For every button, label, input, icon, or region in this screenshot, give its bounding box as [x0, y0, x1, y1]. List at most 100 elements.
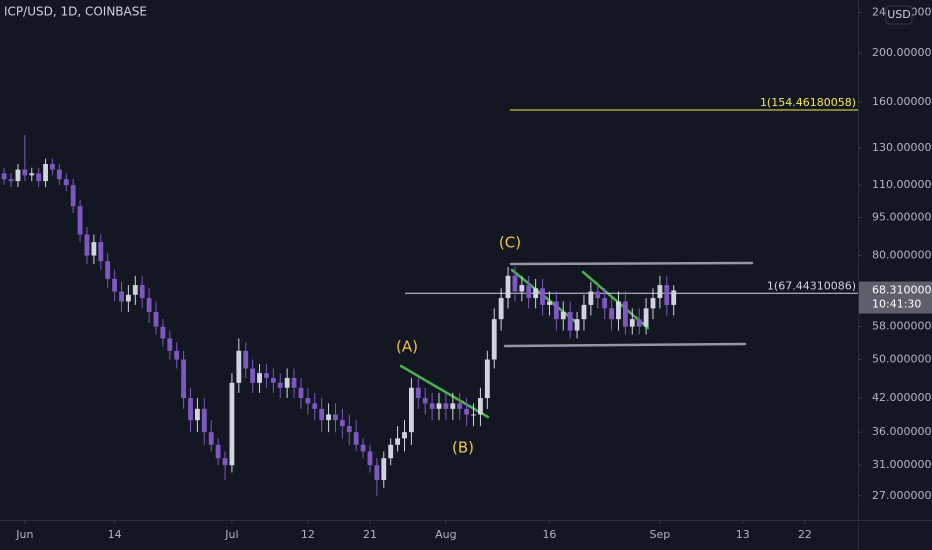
candle-body	[553, 301, 559, 320]
candle-body	[443, 403, 449, 409]
candle-body	[174, 350, 180, 360]
candle-body	[36, 173, 42, 182]
candle-body	[29, 173, 35, 176]
candle-body	[160, 326, 166, 339]
candle-body	[381, 458, 387, 480]
candle-body	[132, 285, 138, 295]
y-tick-label: 80.00000000	[872, 249, 932, 262]
candle-body	[498, 298, 504, 320]
candle-body	[464, 408, 470, 415]
y-tick-label: 58.00000000	[872, 320, 932, 333]
y-tick-label: 42.00000000	[872, 391, 932, 404]
candle-body	[333, 414, 338, 421]
candle-body	[91, 242, 97, 256]
candle-body	[8, 179, 14, 182]
candle-body	[119, 291, 124, 302]
candle-body	[519, 285, 525, 292]
candle-body	[1, 173, 7, 180]
x-tick-label: Aug	[435, 528, 456, 541]
candle-body	[84, 234, 90, 256]
countdown-label: 10:41:30	[872, 297, 921, 310]
candle-body	[77, 206, 83, 235]
candle-body	[657, 285, 663, 299]
x-tick-label: 13	[736, 528, 750, 541]
price-level-label: 1(67.44310086)	[767, 279, 856, 292]
trend-line	[581, 270, 650, 330]
currency-badge[interactable]	[885, 5, 913, 25]
wave-label: (B)	[452, 439, 474, 457]
candle-body	[43, 164, 48, 182]
candle-body	[250, 368, 256, 383]
candle-body	[112, 278, 117, 292]
candle-body	[353, 432, 359, 445]
y-tick-label: 200.00000000	[872, 46, 932, 59]
x-tick-label: 16	[542, 528, 556, 541]
candle-body	[560, 311, 566, 320]
candle-body	[105, 261, 111, 279]
candle-body	[436, 403, 442, 409]
candle-body	[595, 291, 601, 299]
candle-body	[167, 338, 173, 351]
y-tick-label: 27.00000000	[872, 489, 932, 502]
candle-body	[471, 414, 476, 416]
candle-body	[650, 298, 656, 309]
candle-body	[422, 398, 428, 404]
symbol-title: ICP/USD, 1D, COINBASE	[4, 5, 147, 19]
candle-body	[526, 285, 532, 299]
candle-body	[319, 408, 325, 421]
candle-body	[326, 414, 331, 421]
candle-body	[125, 294, 131, 302]
candle-body	[360, 444, 366, 452]
candle-body	[229, 382, 235, 466]
x-tick-label: Jun	[15, 528, 33, 541]
drawings	[399, 261, 754, 419]
candle-body	[215, 444, 221, 459]
price-level-label: 1(154.46180058)	[760, 96, 856, 109]
candle-body	[609, 308, 614, 320]
y-tick-label: 31.00000000	[872, 458, 932, 471]
candle-body	[346, 426, 352, 433]
candle-body	[505, 275, 511, 299]
candle-body	[374, 465, 380, 480]
last-price-label: 68.31000000	[872, 283, 932, 296]
candle-body	[195, 408, 200, 421]
candle-body	[402, 432, 407, 439]
candle-body	[574, 319, 580, 331]
currency-label: USD	[887, 8, 911, 21]
candle-body	[395, 438, 401, 445]
x-tick-label: Jul	[224, 528, 238, 541]
y-tick-label: 110.00000000	[872, 178, 932, 191]
candle-body	[98, 242, 104, 262]
candle-body	[581, 304, 587, 320]
candle-body	[270, 377, 276, 383]
candle-body	[388, 444, 394, 459]
candle-body	[512, 275, 518, 292]
candle-body	[208, 432, 214, 445]
candle-body	[533, 288, 539, 299]
candle-body	[70, 185, 76, 207]
candle-body	[478, 398, 483, 415]
candle-body	[616, 301, 621, 320]
candle-body	[588, 291, 594, 305]
wave-label: (C)	[499, 234, 521, 252]
candle-body	[153, 311, 159, 327]
candle-body	[257, 373, 262, 383]
candle-body	[629, 319, 635, 327]
candle-body	[450, 403, 456, 409]
candle-body	[22, 169, 28, 176]
candle-body	[243, 350, 249, 369]
candle-body	[671, 290, 677, 305]
candle-body	[540, 288, 545, 305]
y-tick-label: 95.00000000	[872, 211, 932, 224]
candle-body	[415, 387, 421, 399]
candle-body	[222, 458, 228, 466]
candle-body	[201, 408, 207, 433]
candle-body	[305, 398, 311, 404]
x-tick-label: 21	[363, 528, 377, 541]
y-tick-label: 160.00000000	[872, 95, 932, 108]
candle-body	[139, 285, 145, 299]
candle-body	[63, 179, 69, 186]
y-tick-label: 50.00000000	[872, 352, 932, 365]
